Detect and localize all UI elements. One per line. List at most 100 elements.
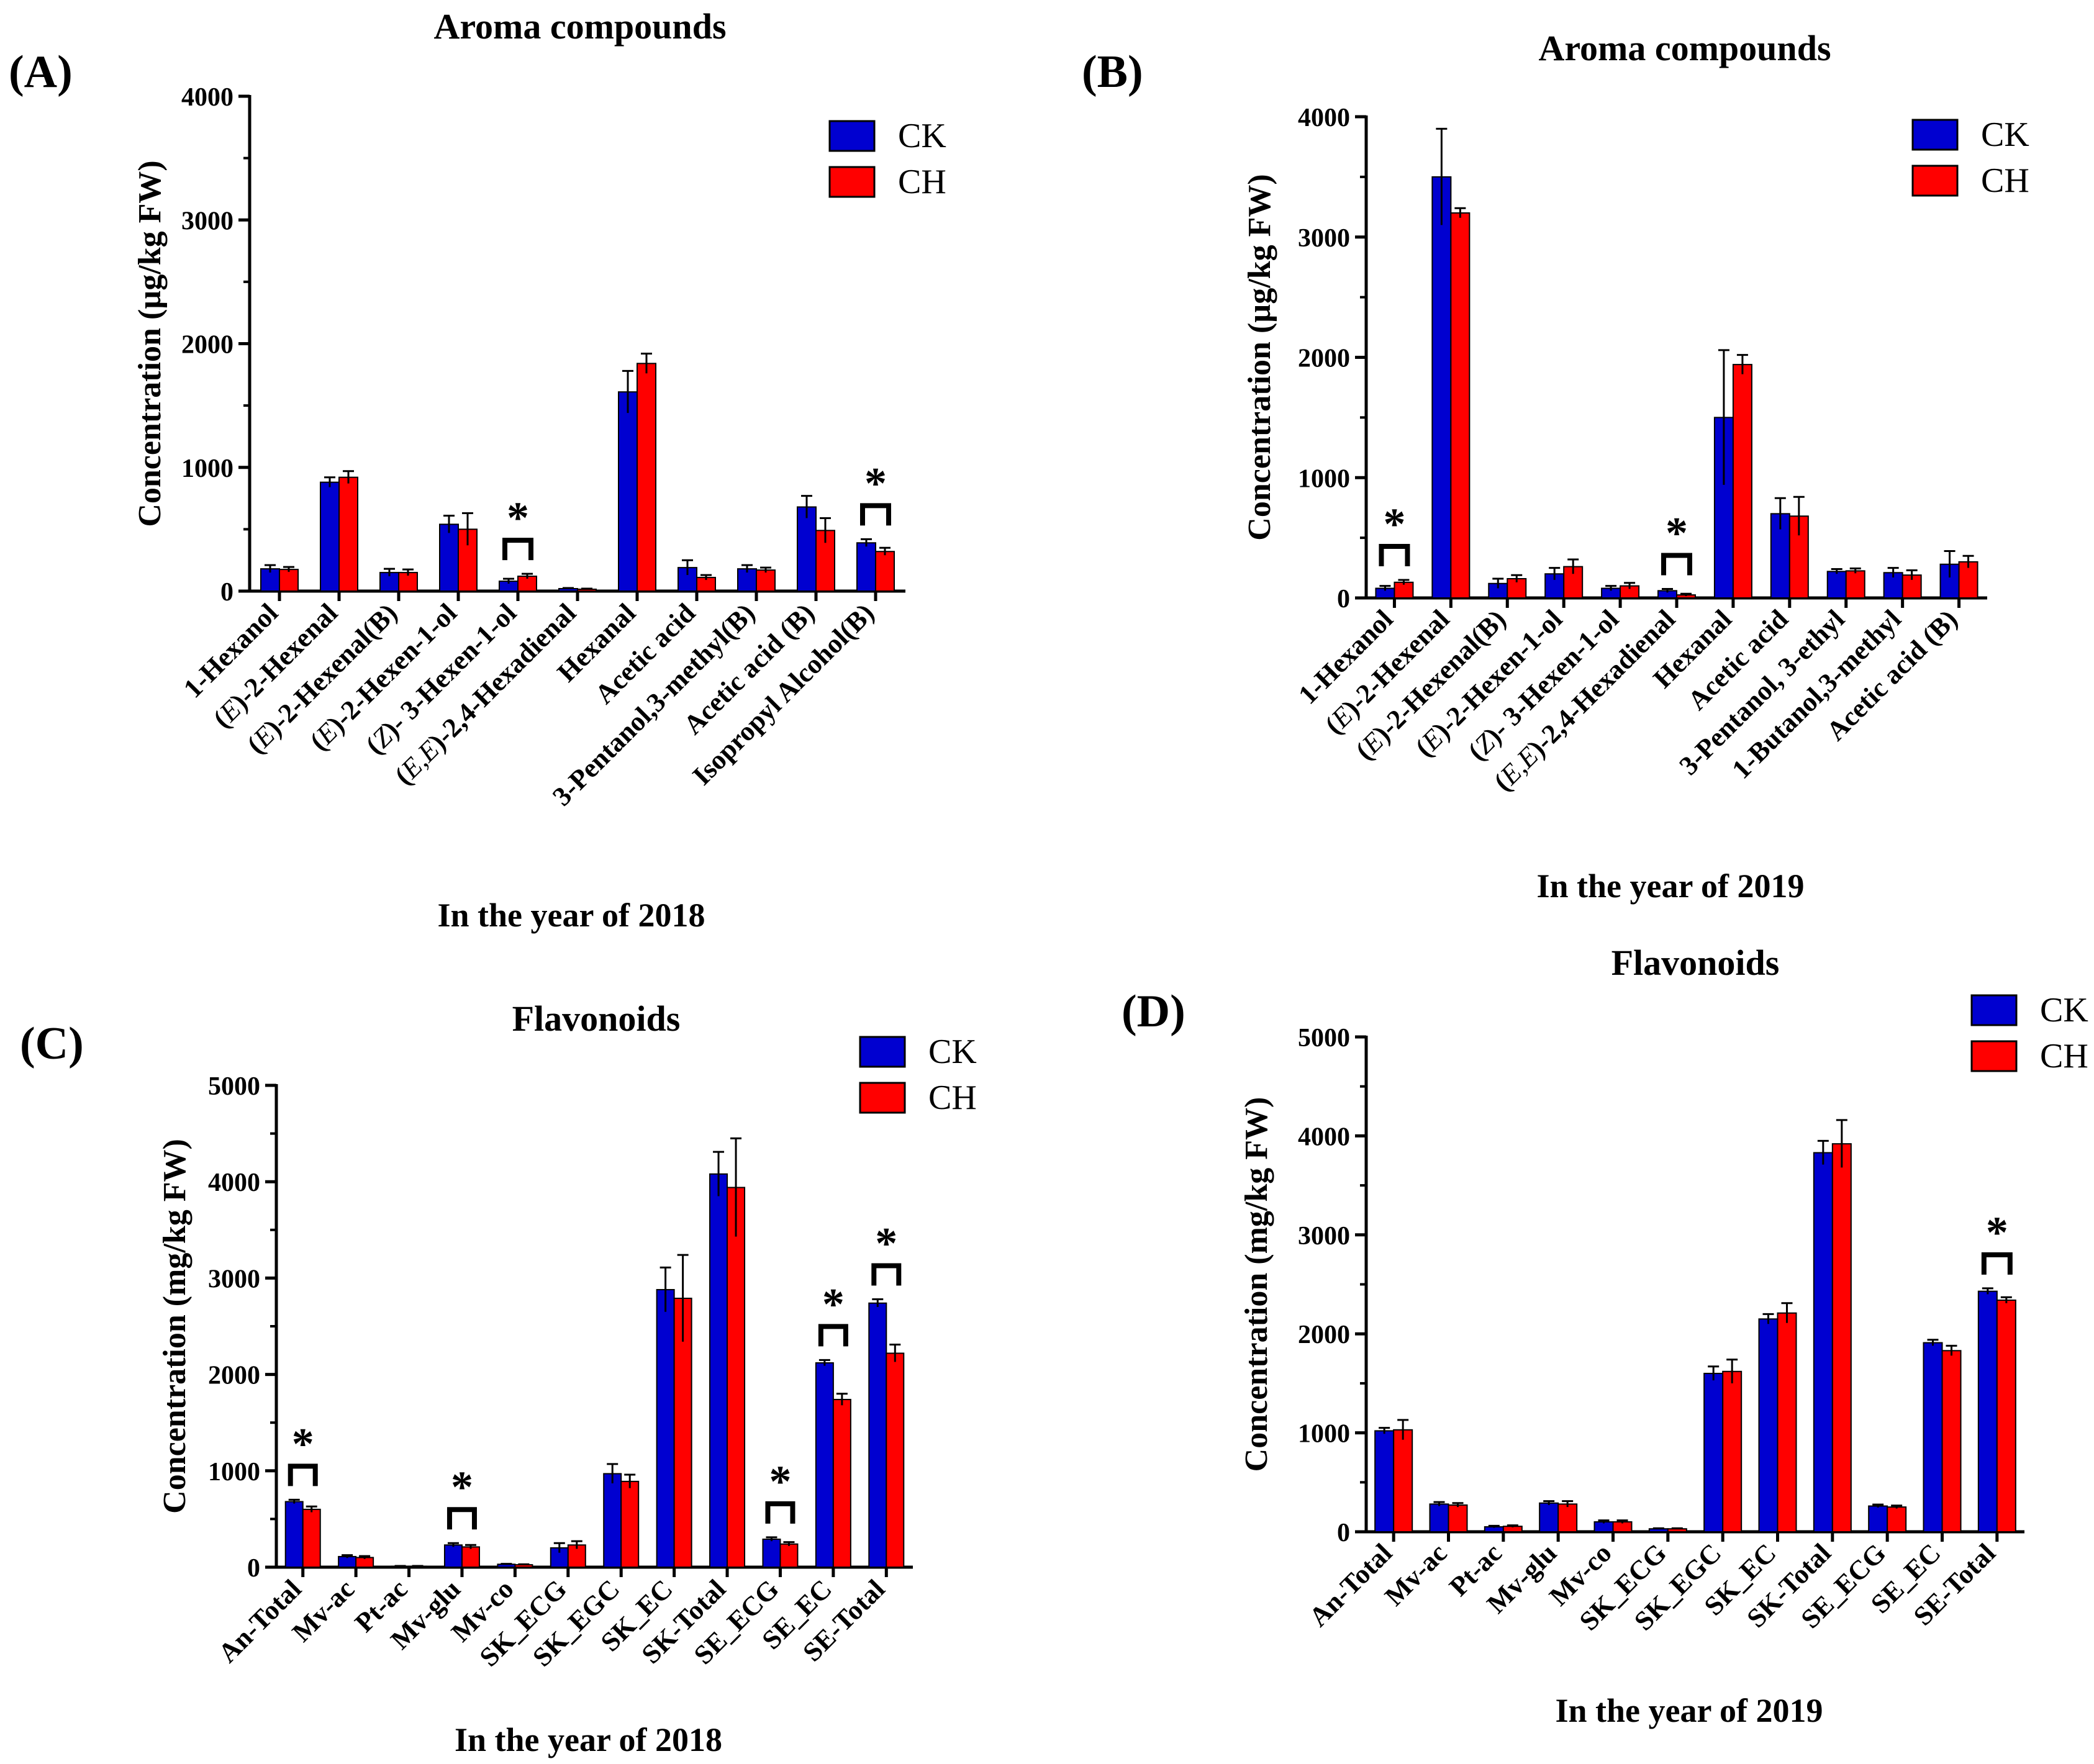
bar-ck <box>762 1538 781 1568</box>
bar-ch <box>338 476 358 592</box>
legend-label-ch: CH <box>928 1079 977 1117</box>
legend-swatch-ch <box>1970 1040 2018 1072</box>
category-label: Mv-ac <box>286 1573 360 1647</box>
significance-bracket <box>860 503 891 526</box>
chart-panel-d: (D) Flavonoids 0 1000 2000 3000 4000 5000 Concen… <box>1122 943 2088 1729</box>
bar-ch <box>1448 1504 1468 1532</box>
bar-ck <box>797 506 817 592</box>
y-tick-label: 3000 <box>208 1265 260 1293</box>
y-tick-label: 5000 <box>1298 1024 1350 1052</box>
y-tick-label: 1000 <box>208 1458 260 1486</box>
legend: CK CH <box>1911 115 2029 200</box>
chart-title: Flavonoids <box>1611 943 1780 983</box>
significance-bracket <box>1661 553 1692 576</box>
bar-ck <box>1703 1372 1724 1532</box>
bar-ck <box>856 542 876 592</box>
chart-title: Flavonoids <box>512 998 681 1039</box>
y-axis-label: Concentration (mg/kg FW) <box>1239 1097 1274 1472</box>
bar-ck <box>1429 1503 1449 1532</box>
significance-star: * <box>292 1419 314 1468</box>
y-axis-label: Concentration (mg/kg FW) <box>157 1139 193 1514</box>
y-tick-label: 3000 <box>1298 224 1350 253</box>
y-tick-label: 2000 <box>208 1362 260 1390</box>
chart-title: Aroma compounds <box>433 6 726 47</box>
legend: CK CH <box>859 1033 977 1117</box>
chart-title: Aroma compounds <box>1538 28 1831 68</box>
significance-star: * <box>769 1457 791 1506</box>
panel-letter: (C) <box>20 1018 84 1069</box>
bar-ck <box>603 1473 622 1568</box>
chart-panel-b: (B) Aroma compounds 0 1000 2000 3000 4000 Conce… <box>1082 28 2029 905</box>
y-axis-label: Concentration (µg/kg FW) <box>1242 174 1277 540</box>
bar-ch <box>1612 1521 1633 1533</box>
legend-label-ch: CH <box>898 163 946 201</box>
x-axis-label: In the year of 2019 <box>1556 1692 1823 1729</box>
panel-letter: (B) <box>1082 47 1143 97</box>
y-tick-label: 5000 <box>208 1072 260 1101</box>
bar-ck <box>815 1362 834 1568</box>
y-tick-label: 1000 <box>181 455 233 483</box>
bar-ch <box>637 363 656 592</box>
y-tick-label: 0 <box>247 1554 260 1583</box>
legend-label-ck: CK <box>898 117 946 155</box>
y-tick-label: 0 <box>1337 1519 1350 1547</box>
bar-ch <box>1887 1506 1907 1532</box>
bar-ch <box>302 1508 321 1568</box>
significance-bracket <box>288 1463 318 1486</box>
chart-panel-a: (A) Aroma compounds 0 1000 2000 3000 4000 Conce… <box>9 6 946 934</box>
legend-label-ck: CK <box>2040 991 2088 1029</box>
significance-star: * <box>451 1462 473 1512</box>
significance-bracket <box>871 1263 902 1286</box>
x-axis-label: In the year of 2018 <box>455 1721 722 1758</box>
legend-label-ck: CK <box>1981 115 2029 154</box>
x-axis-label: In the year of 2019 <box>1537 867 1805 905</box>
y-tick-label: 1000 <box>1298 1420 1350 1449</box>
significance-bracket <box>446 1507 477 1530</box>
bar-ch <box>461 1546 480 1568</box>
bar-ck <box>1374 1430 1395 1533</box>
y-tick-label: 0 <box>220 578 233 607</box>
significance-star: * <box>1383 499 1405 549</box>
legend-label-ck: CK <box>928 1033 977 1071</box>
bar-ch <box>620 1480 640 1568</box>
legend-swatch-ck <box>1970 994 2018 1026</box>
legend-swatch-ck <box>859 1036 906 1068</box>
significance-bracket <box>818 1324 848 1347</box>
panel-letter: (D) <box>1122 986 1185 1037</box>
legend-swatch-ck <box>828 120 876 152</box>
bar-ch <box>1831 1143 1852 1532</box>
bar-ck <box>709 1173 728 1568</box>
legend-swatch-ch <box>828 166 876 198</box>
significance-bracket <box>765 1501 795 1524</box>
bar-ch <box>756 569 776 592</box>
bar-ck <box>284 1501 304 1568</box>
significance-star: * <box>507 493 529 543</box>
bar-ch <box>1777 1312 1797 1533</box>
bar-ch <box>279 569 299 592</box>
bar-ch <box>832 1398 851 1568</box>
bar-ch <box>886 1352 905 1568</box>
bar-ch <box>1393 1429 1413 1533</box>
chart-panel-c: (C) Flavonoids 0 1000 2000 3000 4000 5000 Concen… <box>20 998 977 1758</box>
y-tick-label: 4000 <box>1298 104 1350 132</box>
bar-ch <box>1845 570 1865 599</box>
y-tick-label: 4000 <box>181 83 233 112</box>
bar-ck <box>338 1555 357 1568</box>
bar-ch <box>1722 1370 1743 1532</box>
y-tick-label: 3000 <box>1298 1222 1350 1251</box>
y-tick-label: 2000 <box>1298 345 1350 373</box>
bar-ck <box>320 481 340 592</box>
bar-ck <box>1593 1521 1614 1533</box>
bar-ck <box>1813 1152 1833 1533</box>
bar-ch <box>1941 1350 1962 1533</box>
significance-star: * <box>1666 508 1688 558</box>
bar-ch <box>1732 364 1752 599</box>
legend-label-ch: CH <box>2040 1037 2088 1075</box>
bar-ck <box>656 1289 675 1568</box>
y-tick-label: 0 <box>1337 585 1350 613</box>
legend: CK CH <box>1970 991 2088 1075</box>
panel-letter: (A) <box>9 47 73 97</box>
bar-ch <box>727 1187 746 1568</box>
y-tick-label: 4000 <box>1298 1123 1350 1151</box>
